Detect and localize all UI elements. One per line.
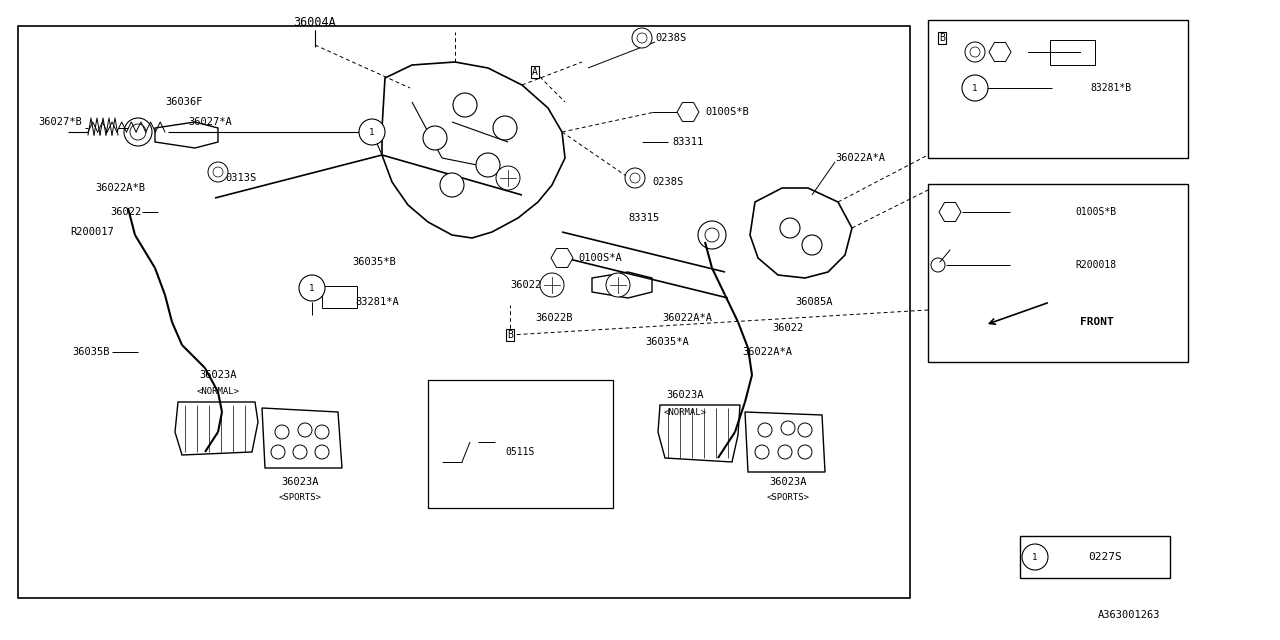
Text: <SPORTS>: <SPORTS> (279, 493, 321, 502)
Bar (928, 20, 1188, 158)
Bar (18, 26, 910, 598)
Circle shape (970, 47, 980, 57)
Circle shape (797, 445, 812, 459)
Polygon shape (940, 202, 961, 221)
Text: 36035*B: 36035*B (352, 257, 396, 267)
Text: 83281*A: 83281*A (355, 297, 399, 307)
Circle shape (493, 116, 517, 140)
Polygon shape (677, 102, 699, 122)
Circle shape (931, 258, 945, 272)
Text: 36022B: 36022B (509, 280, 548, 290)
Text: 36023A: 36023A (282, 477, 319, 487)
Circle shape (803, 235, 822, 255)
Circle shape (540, 273, 564, 297)
Text: R200018: R200018 (1075, 260, 1116, 270)
Text: 36022A*A: 36022A*A (742, 347, 792, 357)
Circle shape (963, 75, 988, 101)
Text: 0100S*B: 0100S*B (705, 107, 749, 117)
Circle shape (300, 275, 325, 301)
Text: 36027*B: 36027*B (38, 117, 82, 127)
Circle shape (632, 28, 652, 48)
Text: 36035B: 36035B (73, 347, 110, 357)
Text: 36023A: 36023A (200, 370, 237, 380)
Circle shape (131, 124, 146, 140)
Circle shape (298, 423, 312, 437)
Text: 0313S: 0313S (225, 173, 256, 183)
Text: 36004A: 36004A (293, 15, 337, 29)
Text: 1: 1 (973, 83, 978, 93)
Text: 36027*A: 36027*A (188, 117, 232, 127)
Bar (1050, 40, 1094, 65)
Text: 36022B: 36022B (535, 313, 572, 323)
Circle shape (755, 445, 769, 459)
Text: R200017: R200017 (70, 227, 114, 237)
Circle shape (271, 445, 285, 459)
Text: B: B (940, 33, 945, 43)
Circle shape (422, 126, 447, 150)
Text: 36022A*A: 36022A*A (835, 153, 884, 163)
Circle shape (497, 166, 520, 190)
Polygon shape (550, 248, 573, 268)
Circle shape (124, 118, 152, 146)
Text: 1: 1 (310, 284, 315, 292)
Bar (1020, 536, 1170, 578)
Circle shape (758, 423, 772, 437)
Circle shape (315, 445, 329, 459)
Bar (323, 286, 357, 308)
Circle shape (705, 228, 719, 242)
Text: <NORMAL>: <NORMAL> (197, 387, 239, 397)
Circle shape (293, 445, 307, 459)
Text: 36022A*A: 36022A*A (662, 313, 712, 323)
Circle shape (212, 167, 223, 177)
Text: 83315: 83315 (628, 213, 659, 223)
Text: 83281*B: 83281*B (1091, 83, 1132, 93)
Circle shape (781, 421, 795, 435)
Circle shape (315, 425, 329, 439)
Circle shape (780, 218, 800, 238)
Text: 36022: 36022 (772, 323, 804, 333)
Text: 0511S: 0511S (506, 447, 534, 457)
Circle shape (698, 221, 726, 249)
Text: 0227S: 0227S (1088, 552, 1121, 562)
Text: B: B (507, 330, 513, 340)
Circle shape (637, 33, 646, 43)
Circle shape (476, 153, 500, 177)
Text: 0100S*A: 0100S*A (579, 253, 622, 263)
Bar (928, 184, 1188, 362)
Text: 36022: 36022 (110, 207, 141, 217)
Text: 83311: 83311 (672, 137, 703, 147)
Circle shape (625, 168, 645, 188)
Text: <SPORTS>: <SPORTS> (767, 493, 809, 502)
Text: 36023A: 36023A (667, 390, 704, 400)
Text: 0238S: 0238S (652, 177, 684, 187)
Bar (428, 380, 613, 508)
Text: 36085A: 36085A (795, 297, 832, 307)
Circle shape (358, 119, 385, 145)
Text: 36036F: 36036F (165, 97, 202, 107)
Circle shape (965, 42, 986, 62)
Text: 36023A: 36023A (769, 477, 806, 487)
Circle shape (453, 93, 477, 117)
Polygon shape (989, 42, 1011, 61)
Circle shape (605, 273, 630, 297)
Text: 1: 1 (370, 127, 375, 136)
Circle shape (778, 445, 792, 459)
Text: 36022A*B: 36022A*B (95, 183, 145, 193)
Circle shape (209, 162, 228, 182)
Circle shape (630, 173, 640, 183)
Circle shape (1021, 544, 1048, 570)
Text: 0238S: 0238S (655, 33, 686, 43)
Text: <NORMAL>: <NORMAL> (663, 408, 707, 417)
Text: A363001263: A363001263 (1097, 610, 1160, 620)
Text: 1: 1 (1032, 552, 1038, 561)
Circle shape (440, 173, 465, 197)
Circle shape (797, 423, 812, 437)
Circle shape (275, 425, 289, 439)
Text: A: A (532, 67, 538, 77)
Text: FRONT: FRONT (1080, 317, 1114, 327)
Text: 36035*A: 36035*A (645, 337, 689, 347)
Text: 0100S*B: 0100S*B (1075, 207, 1116, 217)
